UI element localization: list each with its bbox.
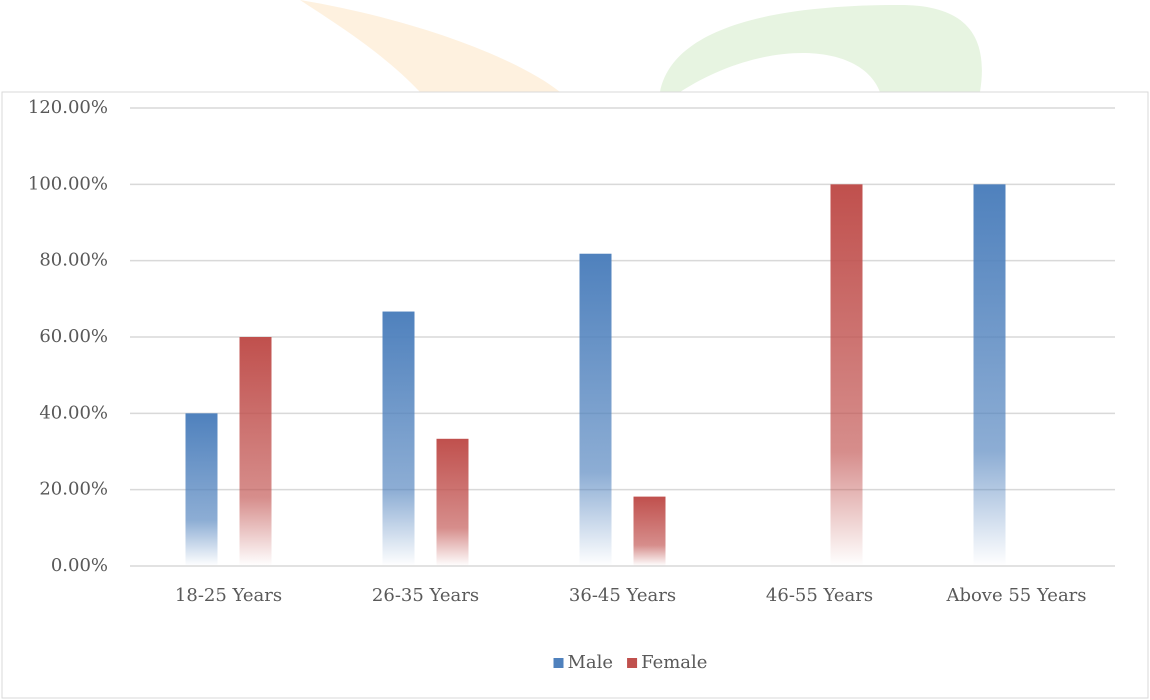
bar <box>186 413 218 566</box>
page: {"chart_data": {"type": "bar", "categori… <box>0 0 1150 700</box>
legend-swatch <box>554 658 564 668</box>
bar <box>580 254 612 566</box>
bar <box>383 312 415 566</box>
x-tick-label: Above 55 Years <box>945 585 1086 606</box>
bar <box>974 184 1006 566</box>
x-tick-label: 46-55 Years <box>766 585 873 606</box>
x-tick-label: 26-35 Years <box>372 585 479 606</box>
bar <box>831 184 863 566</box>
bar <box>634 497 666 566</box>
y-tick-label: 80.00% <box>39 250 108 271</box>
x-tick-label: 36-45 Years <box>569 585 676 606</box>
y-tick-label: 0.00% <box>51 555 108 576</box>
chart: 0.00% 20.00% 40.00% 60.00% 80.00% 100.00% 120.… <box>0 0 1150 700</box>
y-tick-label: 120.00% <box>28 97 108 118</box>
legend-label: Male <box>568 652 614 673</box>
y-tick-label: 40.00% <box>39 402 108 423</box>
legend-label: Female <box>641 652 707 673</box>
x-tick-label: 18-25 Years <box>175 585 282 606</box>
legend-swatch <box>627 658 637 668</box>
y-tick-label: 100.00% <box>28 173 108 194</box>
watermark <box>300 0 982 92</box>
y-tick-label: 60.00% <box>39 326 108 347</box>
bar <box>437 439 469 566</box>
y-tick-label: 20.00% <box>39 479 108 500</box>
bar <box>240 337 272 566</box>
